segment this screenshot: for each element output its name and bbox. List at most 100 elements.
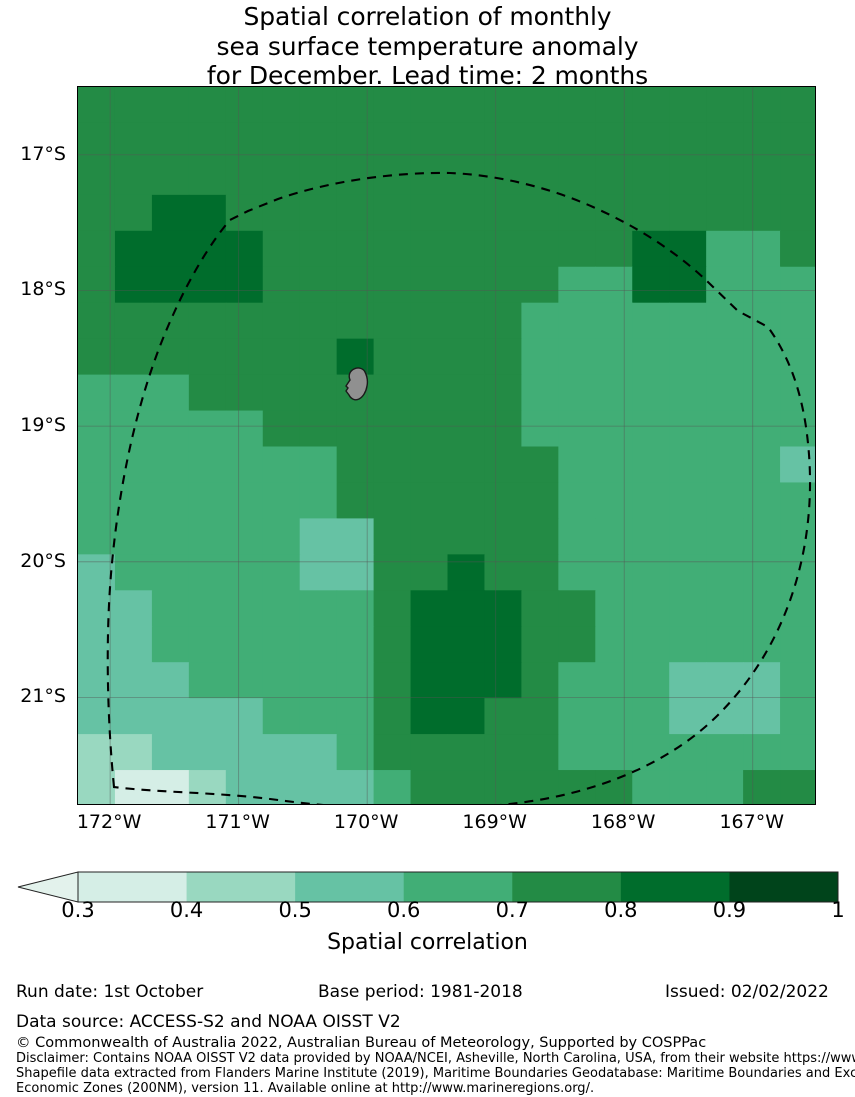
colorbar-band — [729, 872, 839, 902]
heatmap-cell — [299, 410, 338, 448]
heatmap-cell — [447, 482, 486, 519]
heatmap-cell — [521, 338, 559, 376]
y-axis-tick-label: 17°S — [20, 142, 66, 165]
heatmap-cell — [743, 302, 781, 340]
heatmap-cell — [669, 770, 707, 804]
heatmap-cell — [780, 518, 815, 555]
heatmap-cell — [484, 590, 522, 627]
heatmap-cell — [299, 87, 338, 124]
heatmap-cell — [262, 87, 301, 124]
heatmap-cell — [262, 518, 301, 555]
heatmap-cell — [521, 410, 559, 448]
heatmap-cell — [410, 698, 449, 735]
heatmap-cell — [299, 482, 338, 519]
heatmap-cell — [669, 446, 707, 484]
heatmap-cell — [743, 698, 781, 735]
heatmap-cell — [299, 158, 338, 196]
heatmap-cell — [743, 518, 781, 555]
heatmap-cell — [78, 626, 116, 663]
heatmap-cell — [706, 374, 744, 412]
heatmap-cell — [188, 734, 227, 771]
issued-date: Issued: 02/02/2022 — [665, 982, 829, 1002]
heatmap-cell — [558, 590, 596, 627]
heatmap-cell — [595, 482, 633, 519]
heatmap-cell — [706, 770, 744, 804]
heatmap-cell — [373, 194, 412, 232]
heatmap-cell — [225, 734, 264, 771]
heatmap-cell — [595, 302, 633, 340]
heatmap-cell — [225, 482, 264, 519]
heatmap-cell — [225, 374, 264, 412]
heatmap-cell — [262, 626, 301, 663]
colorbar-band — [295, 872, 405, 902]
heatmap-cell — [595, 374, 633, 412]
heatmap-cell — [373, 230, 412, 268]
heatmap-cell — [336, 194, 375, 232]
heatmap-cell — [188, 698, 227, 735]
heatmap-cell — [595, 230, 633, 268]
title-line-3: for December. Lead time: 2 months — [206, 61, 649, 90]
heatmap-cell — [743, 194, 781, 232]
heatmap-cell — [706, 194, 744, 232]
heatmap-cell — [151, 410, 190, 448]
heatmap-cell — [558, 338, 596, 376]
heatmap-cell — [780, 338, 815, 376]
heatmap-cell — [225, 87, 264, 124]
heatmap-cell — [669, 410, 707, 448]
x-axis-tick-label: 170°W — [333, 811, 399, 833]
heatmap-cell — [373, 770, 412, 804]
heatmap-cell — [299, 518, 338, 555]
heatmap-cell — [336, 302, 375, 340]
heatmap-cell — [114, 518, 153, 555]
heatmap-cell — [262, 266, 301, 304]
run-date: Run date: 1st October — [16, 982, 204, 1002]
heatmap-cell — [669, 122, 707, 160]
heatmap-cell — [706, 734, 744, 771]
heatmap-cell — [336, 410, 375, 448]
heatmap-cell — [669, 87, 707, 124]
heatmap-cell — [484, 662, 522, 699]
heatmap-cell — [595, 338, 633, 376]
heatmap-cell — [410, 374, 449, 412]
heatmap-cell — [373, 446, 412, 484]
heatmap-cell — [151, 698, 190, 735]
heatmap-cell — [188, 518, 227, 555]
heatmap-cell — [595, 554, 633, 591]
heatmap-cell — [632, 122, 670, 160]
heatmap-cell — [484, 770, 522, 804]
heatmap-cell — [151, 266, 190, 304]
x-axis-tick-label: 168°W — [590, 811, 656, 833]
heatmap-cell — [558, 446, 596, 484]
heatmap-cell — [669, 230, 707, 268]
heatmap-cell — [188, 302, 227, 340]
heatmap-cell — [262, 698, 301, 735]
heatmap-cell — [447, 338, 486, 376]
heatmap-cell — [743, 626, 781, 663]
heatmap-cell — [706, 446, 744, 484]
heatmap-cell — [78, 734, 116, 771]
heatmap-cell — [595, 122, 633, 160]
heatmap-cell — [78, 482, 116, 519]
heatmap-cell — [410, 554, 449, 591]
heatmap-cell — [484, 554, 522, 591]
heatmap-cell — [447, 230, 486, 268]
heatmap-cell — [595, 770, 633, 804]
heatmap-cell — [521, 158, 559, 196]
heatmap-cell — [447, 770, 486, 804]
heatmap-cell — [410, 410, 449, 448]
heatmap-cell — [595, 662, 633, 699]
heatmap-cell — [151, 734, 190, 771]
heatmap-cell — [114, 338, 153, 376]
heatmap-cell — [410, 662, 449, 699]
heatmap-cell — [595, 87, 633, 124]
heatmap-cell — [558, 410, 596, 448]
heatmap-cell — [188, 554, 227, 591]
heatmap-cell — [669, 518, 707, 555]
heatmap-cell — [484, 374, 522, 412]
x-axis-tick-label: 171°W — [205, 811, 270, 833]
heatmap-cell — [373, 122, 412, 160]
heatmap-cell — [78, 266, 116, 304]
colorbar-tick-label: 0.7 — [495, 898, 529, 922]
heatmap-cell — [410, 122, 449, 160]
heatmap-cell — [299, 770, 338, 804]
